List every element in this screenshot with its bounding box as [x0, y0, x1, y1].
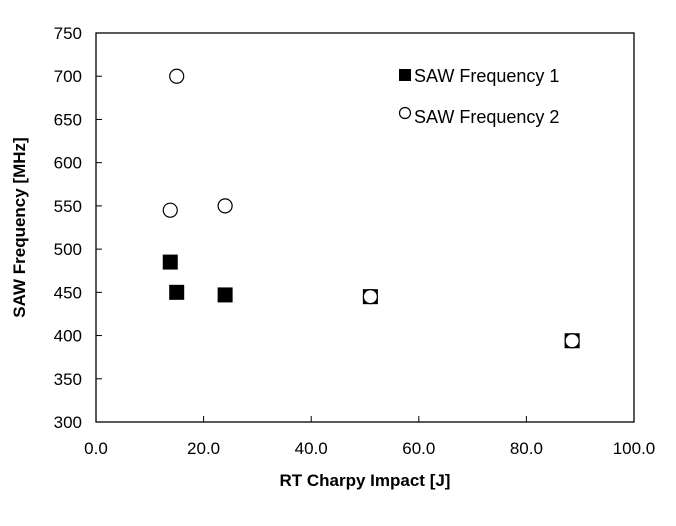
- y-tick-label: 750: [54, 24, 82, 43]
- x-tick-label: 60.0: [402, 439, 435, 458]
- series-1-point: [169, 284, 185, 300]
- series-1-point: [217, 287, 233, 303]
- series-2-point: [169, 68, 185, 84]
- y-tick-label: 350: [54, 370, 82, 389]
- y-tick-label: 400: [54, 327, 82, 346]
- y-axis-ticks: 300 350 400 450 500 550 600 650 700 750: [54, 24, 102, 432]
- series-2-point: [362, 289, 378, 305]
- x-axis-label: RT Charpy Impact [J]: [280, 471, 451, 490]
- legend-label-series-1: SAW Frequency 1: [414, 66, 559, 86]
- legend-marker-series-2: [398, 106, 412, 120]
- x-tick-label: 80.0: [510, 439, 543, 458]
- series-2-point: [217, 198, 233, 214]
- x-tick-label: 100.0: [613, 439, 656, 458]
- x-tick-label: 0.0: [84, 439, 108, 458]
- data-points: [162, 68, 580, 349]
- legend: SAW Frequency 1 SAW Frequency 2: [398, 66, 559, 127]
- y-axis-label: SAW Frequency [MHz]: [10, 137, 29, 317]
- x-tick-label: 40.0: [295, 439, 328, 458]
- series-2-point: [564, 333, 580, 349]
- series-1-point: [162, 254, 178, 270]
- y-tick-label: 450: [54, 283, 82, 302]
- legend-label-series-2: SAW Frequency 2: [414, 107, 559, 127]
- y-tick-label: 500: [54, 240, 82, 259]
- x-axis-ticks: 0.0 20.0 40.0 60.0 80.0 100.0: [84, 416, 655, 458]
- legend-marker-series-1: [399, 69, 411, 81]
- plot-area: [95, 32, 635, 423]
- y-tick-label: 300: [54, 413, 82, 432]
- y-tick-label: 700: [54, 67, 82, 86]
- series-2-point: [162, 202, 178, 218]
- x-tick-label: 20.0: [187, 439, 220, 458]
- y-tick-label: 650: [54, 110, 82, 129]
- y-tick-label: 550: [54, 197, 82, 216]
- y-tick-label: 600: [54, 154, 82, 173]
